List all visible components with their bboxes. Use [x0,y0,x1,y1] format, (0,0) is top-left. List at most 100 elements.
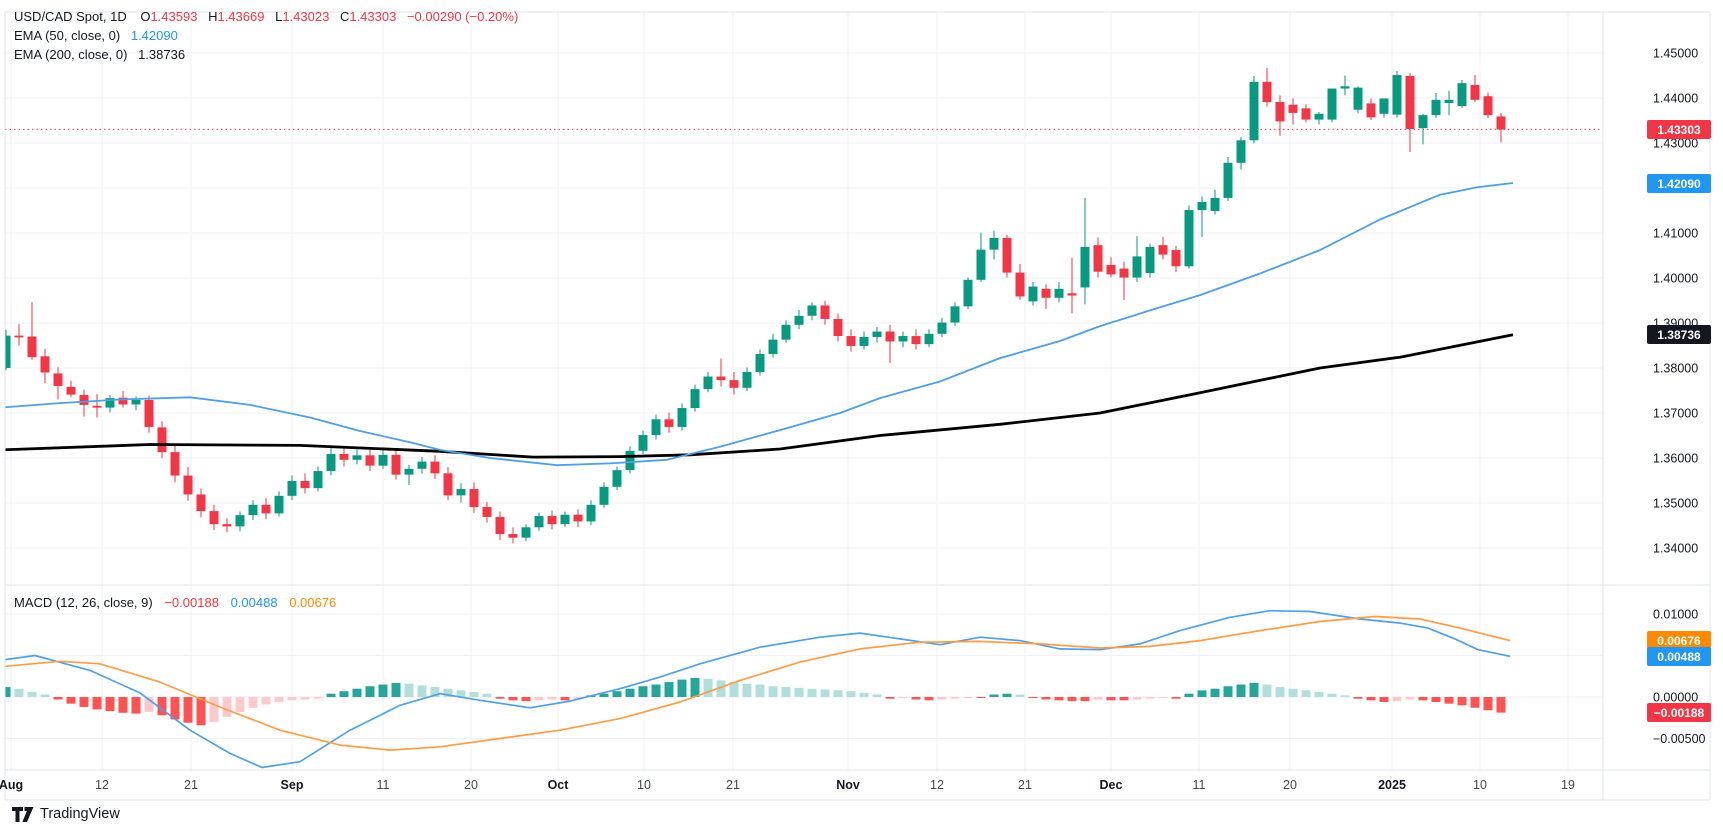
candle-body [716,376,726,381]
macd-histogram-bar [1288,688,1298,697]
candle-body [534,516,544,528]
time-tick-label: 2025 [1378,778,1406,792]
macd-signal-line [5,615,1511,751]
candle-body [1223,162,1233,198]
candle-body [1249,81,1259,141]
macd-histogram-bar [742,683,752,697]
candle-body [248,504,258,516]
candle-body [742,372,752,388]
macd-histogram-bar [14,688,24,697]
macd-histogram-bar [53,697,63,700]
candle-body [950,306,960,323]
candle-body [1236,140,1246,163]
candle-body [430,461,440,474]
macd-histogram-bar [651,684,661,697]
macd-histogram-bar [1431,697,1441,702]
ema200-badge: 1.38736 [1647,325,1711,344]
macd-histogram-bar [859,692,869,697]
candle-body [1392,75,1402,115]
macd-histogram-bar [1353,697,1363,699]
candle-body [300,480,310,489]
candle-body [261,504,271,514]
price-tick-label: 1.37000 [1653,407,1698,421]
macd-histogram-bar [443,688,453,697]
ema50-line [5,182,1514,467]
candle-body [1483,96,1493,116]
macd-histogram-bar [937,697,947,700]
macd-histogram-bar [846,691,856,697]
candle-body [664,419,674,427]
macd-histogram-bar [1496,697,1506,713]
candle-body [976,249,986,280]
macd-histogram-bar [495,697,505,699]
time-tick-label: Dec [1100,778,1123,792]
candle-body [443,473,453,496]
candle-body [703,376,713,390]
macd-histogram-bar [1249,682,1259,697]
candle-body [508,534,518,538]
macd-histogram-bar [612,691,622,697]
candle-body [1288,104,1298,113]
macd-histogram-bar [872,694,882,697]
candle-body [1405,75,1415,130]
price-tick-label: 1.45000 [1653,47,1698,61]
macd-histogram-bar [521,697,531,702]
candle-body [1067,293,1077,296]
macd-histogram-bar [287,697,297,701]
price-tick-label: 1.35000 [1653,497,1698,511]
macd-hist-badge: −0.00188 [1647,703,1711,722]
candle-body [599,486,609,505]
macd-histogram-bar [1444,697,1454,704]
macd-histogram-bar [950,697,960,699]
macd-histogram-bar [92,697,102,710]
candle-body [131,399,141,405]
candle-body [1132,256,1142,278]
candle-body [40,356,50,373]
candle-body [170,452,180,476]
macd-histogram-bar [1106,697,1116,701]
macd-histogram-bar [196,697,206,726]
macd-histogram-bar [456,690,466,697]
time-tick-label: 21 [184,778,198,792]
time-tick-label: Nov [836,778,860,792]
macd-line-badge: 0.00488 [1647,647,1711,666]
macd-tick-label: 0.00000 [1653,691,1698,705]
candle-body [1054,288,1064,298]
candle-body [495,516,505,535]
macd-histogram-bar [807,688,817,697]
candle-body [1496,116,1506,130]
candle-body [53,373,63,386]
candle-body [92,405,102,408]
time-scale[interactable] [5,770,1603,800]
candle-body [638,435,648,451]
candle-body [1470,84,1480,100]
candle-body [872,331,882,337]
macd-histogram-bar [1470,697,1480,708]
price-tick-label: 1.41000 [1653,227,1698,241]
macd-histogram-bar [1275,687,1285,697]
macd-histogram-bar [209,697,219,722]
macd-histogram-bar [313,697,323,699]
macd-histogram-bar [27,692,37,697]
candle-body [625,450,635,471]
candle-body [365,455,375,466]
macd-histogram-bar [1418,697,1428,701]
candle-body [352,455,362,460]
macd-histogram-bar [1314,692,1324,697]
tradingview-footer[interactable]: TradingView [12,806,120,822]
macd-histogram-bar [664,682,674,697]
candle-body [404,468,414,475]
candle-body [1444,99,1454,103]
macd-histogram-bar [118,697,128,713]
candle-body [1327,88,1337,120]
candle-body [5,335,11,368]
macd-histogram-bar [755,684,765,697]
candle-body [690,389,700,409]
macd-histogram-bar [404,683,414,697]
macd-histogram-bar [833,690,843,697]
candle-body [586,504,596,522]
macd-histogram-bar [599,693,609,697]
macd-histogram-bar [1067,697,1077,702]
price-tick-label: 1.36000 [1653,452,1698,466]
